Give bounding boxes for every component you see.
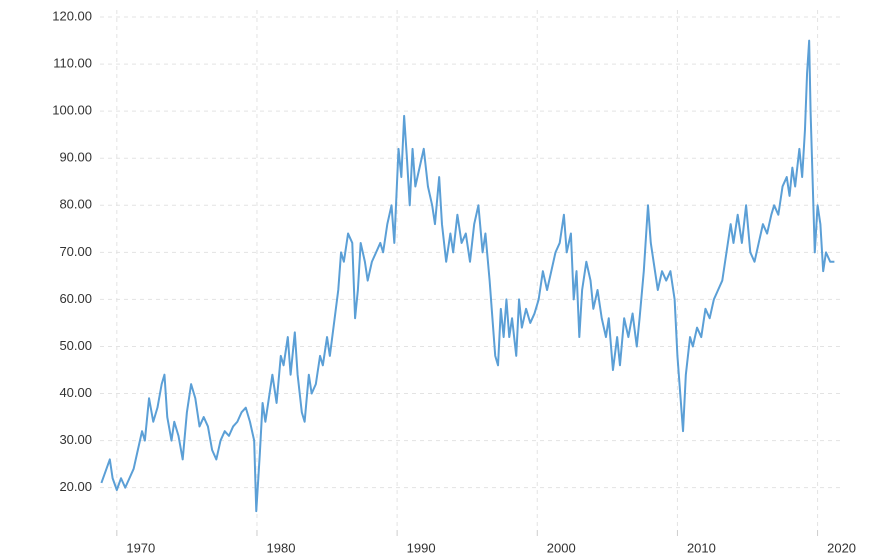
x-tick-label: 2020 [827,540,856,555]
y-tick-label: 110.00 [53,56,92,71]
y-tick-label: 40.00 [59,385,92,400]
y-tick-label: 20.00 [59,479,92,494]
price-line [100,39,835,513]
y-tick-label: 120.00 [52,8,92,23]
x-tick-label: 1990 [407,540,436,555]
y-tick-label: 30.00 [59,432,92,447]
y-tick-label: 60.00 [59,291,92,306]
y-tick-label: 100.00 [52,103,92,118]
x-tick-label: 2010 [687,540,716,555]
y-tick-label: 70.00 [59,244,92,259]
y-tick-label: 50.00 [59,338,92,353]
x-tick-label: 1970 [126,540,155,555]
x-tick-label: 1980 [267,540,296,555]
y-tick-label: 90.00 [59,150,92,165]
y-tick-label: 80.00 [59,197,92,212]
x-tick-label: 2000 [547,540,576,555]
